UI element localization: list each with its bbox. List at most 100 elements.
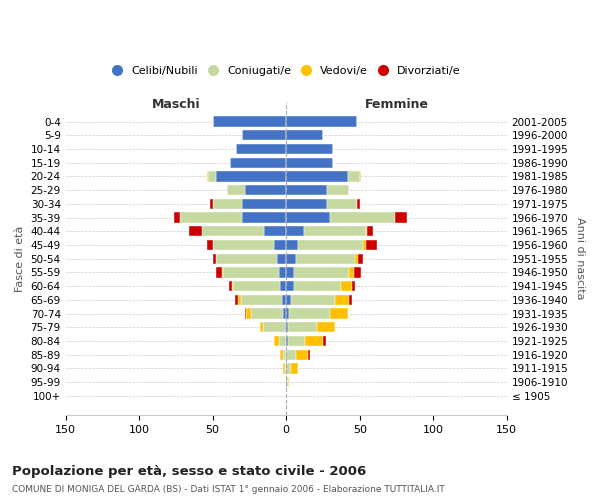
Bar (274, 336, 279, 346)
Bar (260, 322, 263, 332)
Bar (283, 364, 285, 374)
Bar (207, 172, 208, 181)
Bar (305, 336, 323, 346)
Bar (395, 212, 407, 222)
Bar (247, 308, 251, 318)
Bar (290, 364, 298, 374)
Bar (280, 281, 286, 291)
Bar (367, 226, 373, 236)
Bar (241, 294, 282, 305)
Bar (207, 240, 212, 250)
Bar (282, 294, 286, 305)
Bar (317, 322, 335, 332)
Bar (286, 198, 328, 209)
Bar (287, 377, 289, 388)
Bar (283, 308, 286, 318)
Bar (175, 212, 181, 222)
Bar (286, 116, 357, 126)
Text: Maschi: Maschi (152, 98, 200, 110)
Bar (238, 294, 241, 305)
Bar (274, 240, 286, 250)
Bar (286, 226, 304, 236)
Bar (286, 254, 296, 264)
Bar (212, 254, 215, 264)
Bar (189, 226, 202, 236)
Bar (215, 268, 221, 278)
Bar (227, 185, 245, 196)
Bar (286, 350, 296, 360)
Bar (215, 254, 277, 264)
Bar (365, 226, 367, 236)
Bar (348, 172, 360, 181)
Bar (354, 268, 361, 278)
Bar (210, 198, 212, 209)
Bar (229, 281, 232, 291)
Bar (245, 308, 247, 318)
Bar (279, 268, 286, 278)
Bar (304, 226, 365, 236)
Legend: Celibi/Nubili, Coniugati/e, Vedovi/e, Divorziati/e: Celibi/Nubili, Coniugati/e, Vedovi/e, Di… (107, 61, 465, 80)
Bar (242, 198, 286, 209)
Bar (286, 281, 293, 291)
Bar (277, 254, 286, 264)
Bar (331, 308, 348, 318)
Bar (293, 281, 341, 291)
Y-axis label: Anni di nascita: Anni di nascita (575, 218, 585, 300)
Bar (328, 185, 349, 196)
Bar (308, 350, 310, 360)
Bar (212, 240, 274, 250)
Text: Popolazione per età, sesso e stato civile - 2006: Popolazione per età, sesso e stato civil… (12, 465, 366, 478)
Bar (362, 240, 365, 250)
Bar (236, 144, 286, 154)
Bar (280, 350, 283, 360)
Bar (212, 198, 242, 209)
Bar (279, 336, 286, 346)
Bar (296, 350, 308, 360)
Bar (230, 158, 286, 168)
Bar (212, 116, 286, 126)
Y-axis label: Fasce di età: Fasce di età (15, 226, 25, 292)
Bar (242, 212, 286, 222)
Bar (233, 281, 280, 291)
Bar (263, 322, 285, 332)
Bar (287, 322, 317, 332)
Bar (245, 185, 286, 196)
Bar (290, 294, 335, 305)
Bar (286, 336, 287, 346)
Bar (286, 212, 331, 222)
Bar (286, 172, 348, 181)
Bar (286, 130, 323, 140)
Bar (355, 254, 358, 264)
Bar (235, 294, 238, 305)
Bar (365, 240, 377, 250)
Bar (293, 268, 349, 278)
Bar (286, 308, 289, 318)
Bar (286, 294, 290, 305)
Bar (286, 364, 290, 374)
Bar (286, 322, 287, 332)
Bar (223, 268, 279, 278)
Bar (289, 308, 331, 318)
Bar (286, 377, 287, 388)
Bar (328, 198, 357, 209)
Text: Femmine: Femmine (364, 98, 428, 110)
Bar (352, 281, 355, 291)
Bar (360, 172, 361, 181)
Bar (242, 130, 286, 140)
Bar (264, 226, 286, 236)
Bar (285, 322, 286, 332)
Bar (286, 144, 333, 154)
Bar (181, 212, 242, 222)
Bar (331, 212, 395, 222)
Bar (286, 158, 333, 168)
Bar (323, 336, 326, 346)
Bar (286, 268, 293, 278)
Bar (251, 308, 283, 318)
Bar (285, 364, 286, 374)
Bar (286, 185, 328, 196)
Bar (296, 254, 355, 264)
Bar (215, 172, 286, 181)
Bar (202, 226, 264, 236)
Bar (232, 281, 233, 291)
Bar (357, 198, 360, 209)
